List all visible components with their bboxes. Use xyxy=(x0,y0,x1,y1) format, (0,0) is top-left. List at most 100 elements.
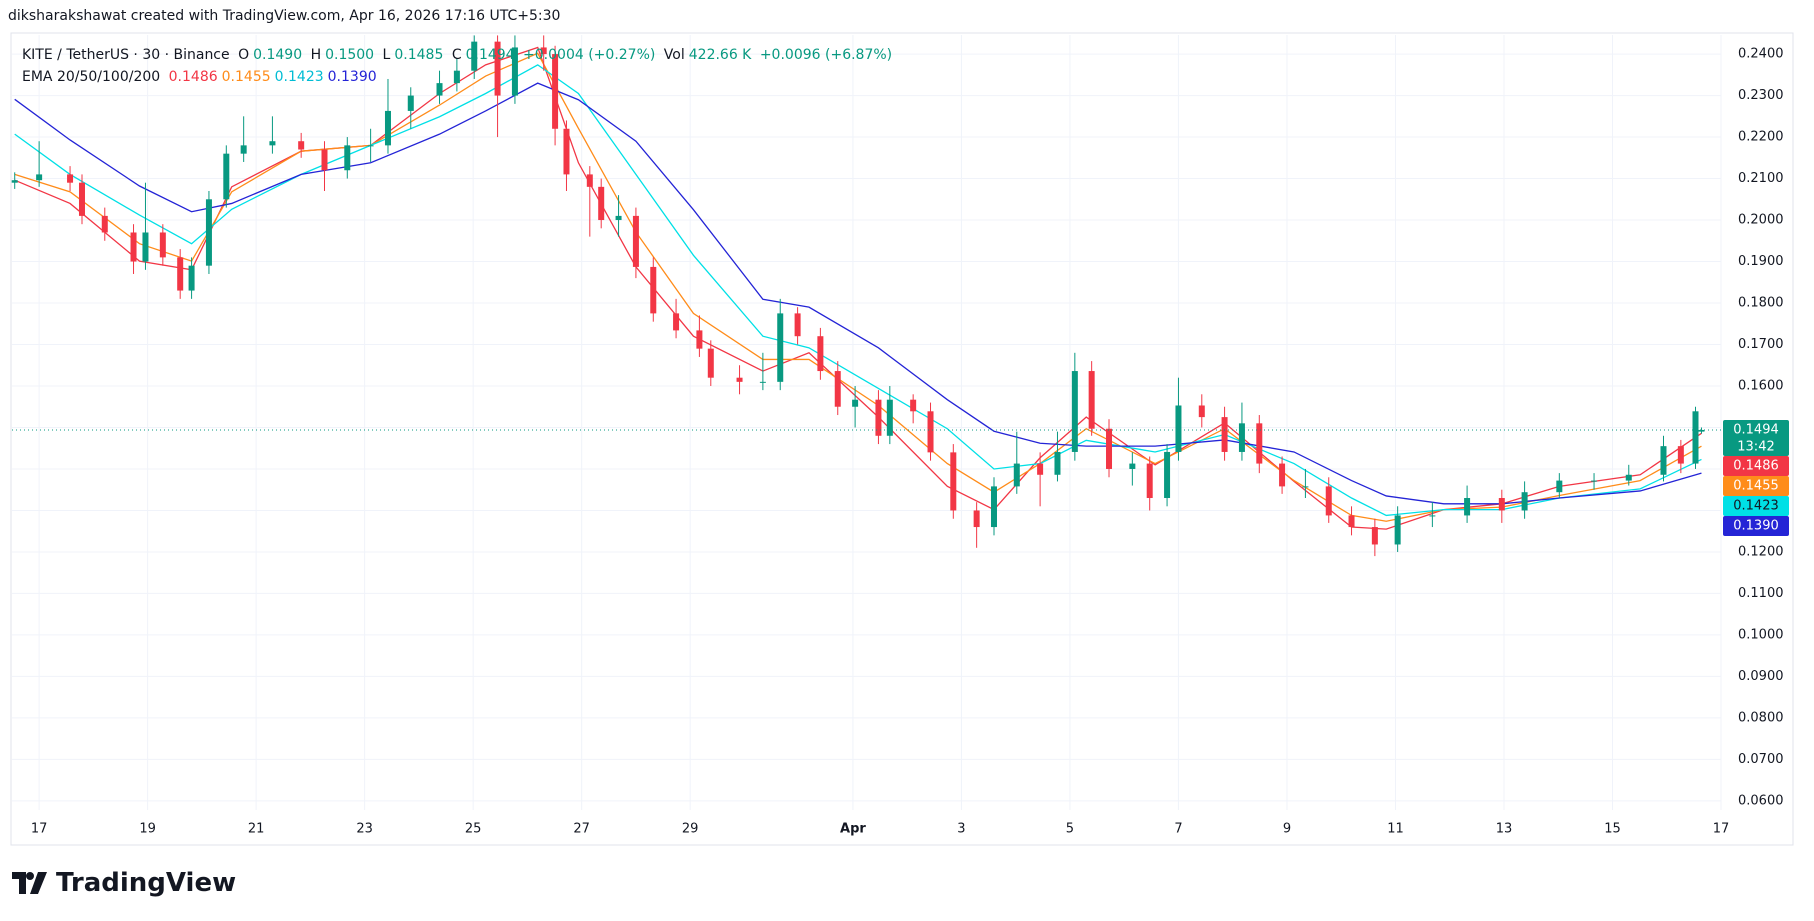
candle-body xyxy=(321,149,328,171)
price-tag-label: 0.1486 xyxy=(1733,458,1779,473)
ohlc-label: C xyxy=(451,47,462,63)
volume-change: +0.0096 (+6.87%) xyxy=(759,47,893,63)
candle-body xyxy=(540,47,547,55)
candle-body xyxy=(1498,498,1505,511)
candle-body xyxy=(1348,515,1355,528)
candle-body xyxy=(910,399,917,412)
candle-body xyxy=(1129,463,1136,469)
ema-value: 0.1455 xyxy=(221,69,271,85)
y-tick-label: 0.1600 xyxy=(1738,378,1784,393)
candle-body xyxy=(552,54,559,129)
ema-label: EMA 20/50/100/200 xyxy=(22,69,161,85)
price-tag xyxy=(1723,475,1789,496)
candle-body xyxy=(1660,446,1667,475)
candle-body xyxy=(1279,463,1286,487)
x-tick-label: 21 xyxy=(248,822,265,837)
ema-value: 0.1486 xyxy=(168,69,218,85)
price-tag-label: 0.1494 xyxy=(1733,422,1779,437)
change: +0.0004 (+0.27%) xyxy=(523,47,656,63)
candle-body xyxy=(367,145,374,147)
ohlc-label: L xyxy=(382,47,391,63)
candle-body xyxy=(990,486,997,528)
x-tick-label: 17 xyxy=(31,822,48,837)
ema-line xyxy=(14,46,1702,530)
legend: KITE / TetherUS · 30 · Binance O 0.1490 H… xyxy=(22,44,896,88)
candle-body xyxy=(598,186,605,221)
y-tick-label: 0.1800 xyxy=(1738,296,1784,311)
candle-body xyxy=(436,83,443,96)
ohlc-value: 0.1485 xyxy=(394,47,444,63)
x-tick-label: 7 xyxy=(1174,822,1182,837)
candle-body xyxy=(1146,463,1153,499)
countdown: 13:42 xyxy=(1737,439,1774,454)
logo: TradingView xyxy=(12,868,236,898)
candle-body xyxy=(1692,411,1699,464)
x-tick-label: 15 xyxy=(1604,822,1621,837)
x-tick-label: 13 xyxy=(1496,822,1513,837)
candle-body xyxy=(130,232,137,262)
price-tag xyxy=(1723,515,1789,536)
candle-body xyxy=(344,145,351,171)
candle-body xyxy=(817,336,824,372)
candle-body xyxy=(494,41,501,96)
candle-body xyxy=(777,313,784,382)
chart: 0.0600 0.0700 0.0800 0.0900 0.1000 0.1100 0.12… xyxy=(10,32,1794,846)
candle-body xyxy=(269,141,276,146)
candle-body xyxy=(1556,480,1563,493)
candle-body xyxy=(1175,405,1182,452)
candle-body xyxy=(11,180,18,183)
candle-body xyxy=(852,399,859,407)
ema-value: 0.1423 xyxy=(274,69,324,85)
candle-body xyxy=(1256,423,1263,464)
candle-body xyxy=(736,377,743,382)
x-tick-label: 9 xyxy=(1283,822,1291,837)
candle-body xyxy=(973,510,980,528)
candle-body xyxy=(223,153,230,200)
logo-text: TradingView xyxy=(56,868,237,898)
candle-body xyxy=(1013,463,1020,487)
candle-body xyxy=(159,232,166,258)
ohlc-value: 0.1494 xyxy=(465,47,515,63)
ohlc-label: H xyxy=(310,47,322,63)
x-tick-label: Apr xyxy=(840,822,866,837)
candle-body xyxy=(834,371,841,407)
candle-body xyxy=(1071,371,1078,452)
x-tick-label: 25 xyxy=(465,822,482,837)
ema-value: 0.1390 xyxy=(327,69,377,85)
y-tick-label: 0.2400 xyxy=(1738,47,1784,62)
candle-body xyxy=(407,95,414,111)
candle-body xyxy=(673,313,680,331)
x-tick-label: 23 xyxy=(356,822,373,837)
symbol: KITE / TetherUS · 30 · Binance xyxy=(22,47,230,63)
candle-body xyxy=(927,411,934,453)
x-tick-label: 19 xyxy=(139,822,156,837)
price-tag-label: 0.1390 xyxy=(1733,518,1779,533)
candle-body xyxy=(1054,451,1061,475)
candle-body xyxy=(1464,498,1471,516)
candle-body xyxy=(511,47,518,96)
price-tag xyxy=(1723,419,1789,456)
candle-body xyxy=(36,174,43,181)
candle-body xyxy=(875,399,882,436)
y-tick-label: 0.1200 xyxy=(1738,544,1784,559)
y-tick-label: 0.2000 xyxy=(1738,213,1784,228)
candle-body xyxy=(586,174,593,187)
y-tick-label: 0.0800 xyxy=(1738,710,1784,725)
candle-body xyxy=(1302,486,1309,488)
grid xyxy=(12,35,1722,810)
candle-body xyxy=(650,266,657,314)
y-tick-label: 0.1900 xyxy=(1738,254,1784,269)
y-tick-label: 0.2100 xyxy=(1738,171,1784,186)
ema-line xyxy=(14,52,1702,522)
candle-body xyxy=(1677,446,1684,464)
ema-row: EMA 20/50/100/200 0.1486 0.1455 0.1423 0.13… xyxy=(22,66,896,88)
x-tick-label: 5 xyxy=(1066,822,1074,837)
price-tag-label: 0.1455 xyxy=(1733,478,1779,493)
candle-body xyxy=(759,381,766,383)
candle-body xyxy=(67,174,74,183)
candle-body xyxy=(1371,527,1378,545)
volume-label: Vol xyxy=(663,47,685,63)
x-tick-label: 3 xyxy=(957,822,965,837)
candle-body xyxy=(298,141,305,150)
candle-body xyxy=(615,215,622,221)
